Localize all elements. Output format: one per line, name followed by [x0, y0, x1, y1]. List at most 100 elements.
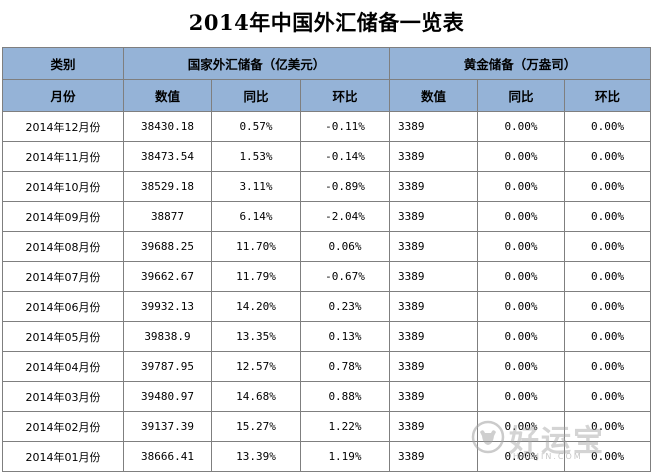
cell-gold-mom: 0.00%: [563, 411, 652, 442]
cell-gold-value: 3389: [389, 441, 478, 472]
cell-gold-value: 3389: [389, 141, 478, 172]
header-forex-yoy: 同比: [211, 79, 301, 112]
table-row: 2014年07月份 39662.67 11.79% -0.67% 3389 0.00% 0.…: [2, 261, 652, 292]
cell-gold-yoy: 0.00%: [477, 261, 565, 292]
cell-gold-value: 3389: [389, 351, 478, 382]
cell-gold-yoy: 0.00%: [477, 141, 565, 172]
cell-forex-yoy: 3.11%: [211, 171, 301, 202]
table-row: 2014年06月份 39932.13 14.20% 0.23% 3389 0.00% 0.0…: [2, 291, 652, 322]
cell-forex-mom: 0.06%: [300, 231, 390, 262]
header-category: 类别: [2, 47, 124, 80]
cell-forex-yoy: 14.68%: [211, 381, 301, 412]
cell-forex-value: 39838.9: [123, 321, 212, 352]
cell-forex-mom: 0.78%: [300, 351, 390, 382]
cell-gold-value: 3389: [389, 111, 478, 142]
cell-forex-value: 38473.54: [123, 141, 212, 172]
cell-gold-value: 3389: [389, 171, 478, 202]
cell-gold-yoy: 0.00%: [477, 111, 565, 142]
header-forex-value: 数值: [123, 79, 212, 112]
cell-forex-yoy: 12.57%: [211, 351, 301, 382]
cell-gold-mom: 0.00%: [563, 231, 652, 262]
cell-forex-value: 38666.41: [123, 441, 212, 472]
cell-month: 2014年07月份: [2, 261, 124, 292]
header-gold-yoy: 同比: [477, 79, 565, 112]
header-month: 月份: [2, 79, 124, 112]
cell-gold-value: 3389: [389, 291, 478, 322]
cell-forex-mom: -0.89%: [300, 171, 390, 202]
table-row: 2014年03月份 39480.97 14.68% 0.88% 3389 0.00% 0.0…: [2, 381, 652, 412]
cell-gold-value: 3389: [389, 381, 478, 412]
cell-gold-yoy: 0.00%: [477, 441, 565, 472]
cell-forex-mom: -0.11%: [300, 111, 390, 142]
forex-reserve-table: 类别 国家外汇储备（亿美元） 黄金储备（万盎司） 月份 数值 同比 环比 数值 …: [2, 47, 652, 472]
cell-gold-yoy: 0.00%: [477, 351, 565, 382]
cell-gold-mom: 0.00%: [563, 141, 652, 172]
cell-gold-yoy: 0.00%: [477, 321, 565, 352]
table-row: 2014年11月份 38473.54 1.53% -0.14% 3389 0.00% 0.0…: [2, 141, 652, 172]
cell-gold-mom: 0.00%: [563, 291, 652, 322]
cell-gold-value: 3389: [389, 321, 478, 352]
cell-forex-mom: 1.22%: [300, 411, 390, 442]
cell-gold-mom: 0.00%: [563, 111, 652, 142]
table-row: 2014年02月份 39137.39 15.27% 1.22% 3389 0.00% 0.0…: [2, 411, 652, 442]
cell-forex-value: 39480.97: [123, 381, 212, 412]
cell-forex-value: 38877: [123, 201, 212, 232]
header-gold-value: 数值: [389, 79, 478, 112]
cell-month: 2014年06月份: [2, 291, 124, 322]
cell-forex-mom: -2.04%: [300, 201, 390, 232]
cell-forex-value: 38430.18: [123, 111, 212, 142]
header-forex-mom: 环比: [300, 79, 390, 112]
cell-forex-yoy: 13.35%: [211, 321, 301, 352]
cell-gold-yoy: 0.00%: [477, 201, 565, 232]
cell-forex-yoy: 11.79%: [211, 261, 301, 292]
cell-forex-mom: -0.67%: [300, 261, 390, 292]
cell-gold-yoy: 0.00%: [477, 231, 565, 262]
table-row: 2014年05月份 39838.9 13.35% 0.13% 3389 0.00% 0.00…: [2, 321, 652, 352]
cell-forex-value: 39787.95: [123, 351, 212, 382]
cell-month: 2014年09月份: [2, 201, 124, 232]
cell-month: 2014年10月份: [2, 171, 124, 202]
cell-month: 2014年11月份: [2, 141, 124, 172]
table-body: 2014年12月份 38430.18 0.57% -0.11% 3389 0.00% 0.0…: [2, 111, 652, 472]
cell-gold-yoy: 0.00%: [477, 411, 565, 442]
cell-month: 2014年08月份: [2, 231, 124, 262]
header-row-columns: 月份 数值 同比 环比 数值 同比 环比: [2, 79, 652, 112]
cell-gold-mom: 0.00%: [563, 261, 652, 292]
cell-forex-value: 39932.13: [123, 291, 212, 322]
cell-gold-mom: 0.00%: [563, 441, 652, 472]
table-row: 2014年01月份 38666.41 13.39% 1.19% 3389 0.00% 0.0…: [2, 441, 652, 472]
cell-gold-mom: 0.00%: [563, 381, 652, 412]
header-gold-mom: 环比: [563, 79, 652, 112]
cell-month: 2014年05月份: [2, 321, 124, 352]
cell-forex-value: 39662.67: [123, 261, 212, 292]
header-forex-group: 国家外汇储备（亿美元）: [123, 47, 390, 80]
cell-gold-mom: 0.00%: [563, 351, 652, 382]
cell-forex-mom: 0.13%: [300, 321, 390, 352]
cell-month: 2014年04月份: [2, 351, 124, 382]
cell-forex-yoy: 6.14%: [211, 201, 301, 232]
cell-gold-yoy: 0.00%: [477, 381, 565, 412]
cell-month: 2014年12月份: [2, 111, 124, 142]
cell-forex-mom: 1.19%: [300, 441, 390, 472]
cell-forex-yoy: 14.20%: [211, 291, 301, 322]
table-row: 2014年12月份 38430.18 0.57% -0.11% 3389 0.00% 0.0…: [2, 111, 652, 142]
cell-forex-mom: 0.23%: [300, 291, 390, 322]
cell-month: 2014年02月份: [2, 411, 124, 442]
cell-forex-mom: -0.14%: [300, 141, 390, 172]
table-row: 2014年09月份 38877 6.14% -2.04% 3389 0.00% 0.00%: [2, 201, 652, 232]
cell-forex-mom: 0.88%: [300, 381, 390, 412]
cell-forex-value: 38529.18: [123, 171, 212, 202]
cell-gold-value: 3389: [389, 411, 478, 442]
cell-forex-yoy: 13.39%: [211, 441, 301, 472]
cell-month: 2014年03月份: [2, 381, 124, 412]
header-row-group: 类别 国家外汇储备（亿美元） 黄金储备（万盎司）: [2, 47, 652, 80]
cell-forex-yoy: 1.53%: [211, 141, 301, 172]
cell-gold-mom: 0.00%: [563, 321, 652, 352]
cell-forex-yoy: 11.70%: [211, 231, 301, 262]
page-title: 2014年中国外汇储备一览表: [188, 10, 465, 35]
cell-forex-value: 39688.25: [123, 231, 212, 262]
cell-gold-yoy: 0.00%: [477, 171, 565, 202]
cell-gold-value: 3389: [389, 201, 478, 232]
cell-gold-yoy: 0.00%: [477, 291, 565, 322]
header-gold-group: 黄金储备（万盎司）: [388, 47, 652, 80]
